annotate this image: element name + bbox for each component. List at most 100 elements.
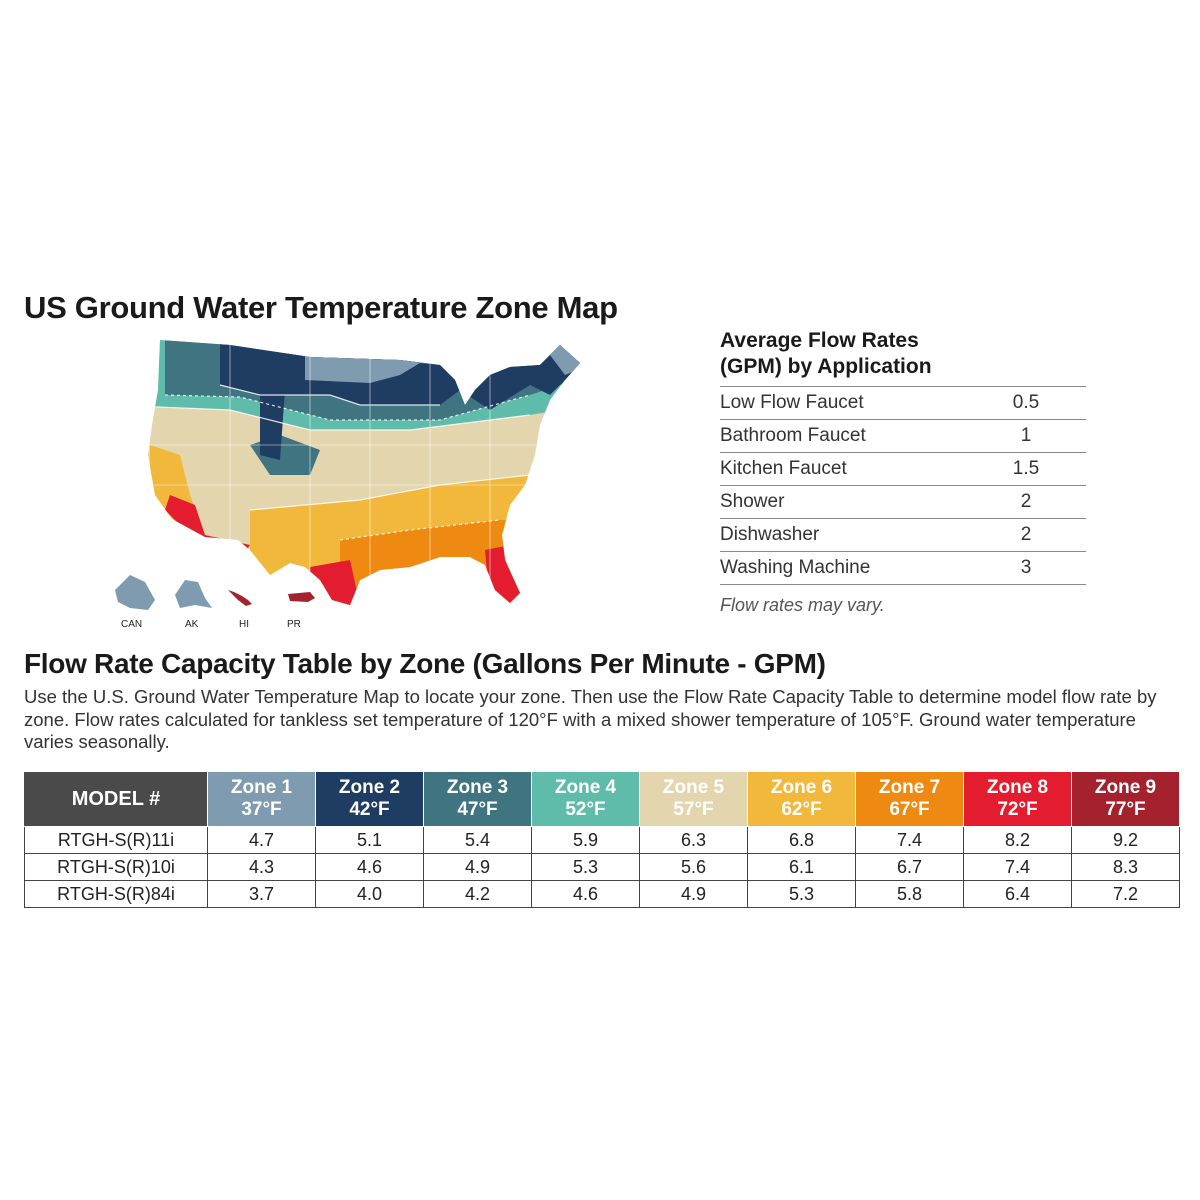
zone-header: Zone 4 52°F: [531, 771, 640, 827]
flow-row: Kitchen Faucet 1.5: [720, 452, 1086, 486]
capacity-cell: 4.9: [639, 880, 748, 908]
zone-name: Zone 4: [554, 777, 617, 798]
flow-row: Washing Machine 3: [720, 551, 1086, 585]
capacity-cell: 7.4: [963, 853, 1072, 881]
flow-rates-panel: Average Flow Rates (GPM) by Application …: [720, 328, 1086, 616]
zone-name: Zone 9: [1094, 777, 1157, 798]
zone-name: Zone 3: [446, 777, 509, 798]
zone-temp: 52°F: [565, 799, 606, 820]
capacity-cell: 6.8: [747, 826, 856, 854]
zone-header: Zone 8 72°F: [963, 771, 1072, 827]
capacity-header-row: MODEL # Zone 1 37°F Zone 2 42°F Zone 3 47°F…: [24, 771, 1180, 827]
zone-header: Zone 5 57°F: [639, 771, 748, 827]
flow-app-value: 3: [966, 551, 1086, 585]
capacity-cell: 5.3: [531, 853, 640, 881]
flow-rates-title: Average Flow Rates (GPM) by Application: [720, 328, 1086, 380]
flow-app-name: Bathroom Faucet: [720, 419, 966, 453]
zone-temp: 67°F: [889, 799, 930, 820]
flow-rates-title-line2: (GPM) by Application: [720, 355, 932, 378]
flow-app-value: 2: [966, 485, 1086, 519]
flow-row: Bathroom Faucet 1: [720, 419, 1086, 453]
flow-app-name: Low Flow Faucet: [720, 386, 966, 420]
hawaii-inset: [228, 590, 252, 606]
capacity-cell: 4.9: [423, 853, 532, 881]
capacity-cell: 5.1: [315, 826, 424, 854]
model-header: MODEL #: [24, 771, 208, 827]
capacity-cell: 7.2: [1071, 880, 1180, 908]
capacity-cell: 4.6: [531, 880, 640, 908]
capacity-cell: 6.7: [855, 853, 964, 881]
flow-app-name: Washing Machine: [720, 551, 966, 585]
capacity-cell: 9.2: [1071, 826, 1180, 854]
us-zone-map: [148, 340, 580, 605]
capacity-cell: 5.8: [855, 880, 964, 908]
capacity-table: MODEL # Zone 1 37°F Zone 2 42°F Zone 3 47°F…: [24, 771, 1180, 908]
capacity-cell: 3.7: [207, 880, 316, 908]
map-insets: [115, 575, 315, 610]
model-name: RTGH-S(R)10i: [24, 853, 208, 881]
zone-header: Zone 9 77°F: [1071, 771, 1180, 827]
flow-app-name: Shower: [720, 485, 966, 519]
zone-name: Zone 5: [662, 777, 725, 798]
capacity-cell: 5.3: [747, 880, 856, 908]
flow-app-name: Dishwasher: [720, 518, 966, 552]
zone-header: Zone 2 42°F: [315, 771, 424, 827]
zone-temp: 62°F: [781, 799, 822, 820]
inset-label-hi: HI: [239, 619, 249, 630]
capacity-title: Flow Rate Capacity Table by Zone (Gallon…: [24, 648, 826, 679]
capacity-cell: 6.3: [639, 826, 748, 854]
inset-label-pr: PR: [287, 619, 301, 630]
zone-header: Zone 7 67°F: [855, 771, 964, 827]
capacity-cell: 7.4: [855, 826, 964, 854]
zone-temp: 77°F: [1105, 799, 1146, 820]
zone-temp: 72°F: [997, 799, 1038, 820]
table-row: RTGH-S(R)11i 4.7 5.1 5.4 5.9 6.3 6.8 7.4…: [24, 826, 1180, 854]
inset-label-can: CAN: [121, 619, 143, 630]
flow-row: Dishwasher 2: [720, 518, 1086, 552]
zone-temp: 57°F: [673, 799, 714, 820]
zone-temp: 42°F: [349, 799, 390, 820]
capacity-cell: 5.9: [531, 826, 640, 854]
capacity-cell: 4.7: [207, 826, 316, 854]
zone-temp: 47°F: [457, 799, 498, 820]
zone-name: Zone 7: [878, 777, 941, 798]
capacity-cell: 4.6: [315, 853, 424, 881]
flow-row: Shower 2: [720, 485, 1086, 519]
flow-app-value: 0.5: [966, 386, 1086, 420]
flow-rates-title-line1: Average Flow Rates: [720, 329, 919, 352]
capacity-cell: 4.0: [315, 880, 424, 908]
flow-app-value: 1: [966, 419, 1086, 453]
model-name: RTGH-S(R)84i: [24, 880, 208, 908]
zone-name: Zone 8: [986, 777, 1049, 798]
table-row: RTGH-S(R)10i 4.3 4.6 4.9 5.3 5.6 6.1 6.7…: [24, 853, 1180, 881]
capacity-cell: 8.3: [1071, 853, 1180, 881]
model-name: RTGH-S(R)11i: [24, 826, 208, 854]
canada-inset: [115, 575, 155, 610]
zone-header: Zone 1 37°F: [207, 771, 316, 827]
capacity-description: Use the U.S. Ground Water Temperature Ma…: [24, 686, 1157, 752]
zone-name: Zone 6: [770, 777, 833, 798]
alaska-inset: [175, 580, 212, 608]
map-title: US Ground Water Temperature Zone Map: [24, 290, 618, 325]
zone-temp: 37°F: [241, 799, 282, 820]
flow-app-value: 2: [966, 518, 1086, 552]
zone-header: Zone 3 47°F: [423, 771, 532, 827]
puerto-rico-inset: [288, 592, 315, 602]
capacity-cell: 6.4: [963, 880, 1072, 908]
capacity-cell: 4.3: [207, 853, 316, 881]
flow-rates-note: Flow rates may vary.: [720, 595, 885, 615]
capacity-cell: 5.6: [639, 853, 748, 881]
capacity-cell: 5.4: [423, 826, 532, 854]
flow-rates-table: Low Flow Faucet 0.5 Bathroom Faucet 1 Kitc…: [720, 386, 1086, 585]
capacity-cell: 4.2: [423, 880, 532, 908]
table-row: RTGH-S(R)84i 3.7 4.0 4.2 4.6 4.9 5.3 5.8…: [24, 880, 1180, 908]
zone-name: Zone 1: [230, 777, 293, 798]
zone-header: Zone 6 62°F: [747, 771, 856, 827]
capacity-cell: 6.1: [747, 853, 856, 881]
flow-row: Low Flow Faucet 0.5: [720, 386, 1086, 420]
zone-name: Zone 2: [338, 777, 401, 798]
inset-label-ak: AK: [185, 619, 199, 630]
capacity-cell: 8.2: [963, 826, 1072, 854]
flow-app-name: Kitchen Faucet: [720, 452, 966, 486]
flow-app-value: 1.5: [966, 452, 1086, 486]
